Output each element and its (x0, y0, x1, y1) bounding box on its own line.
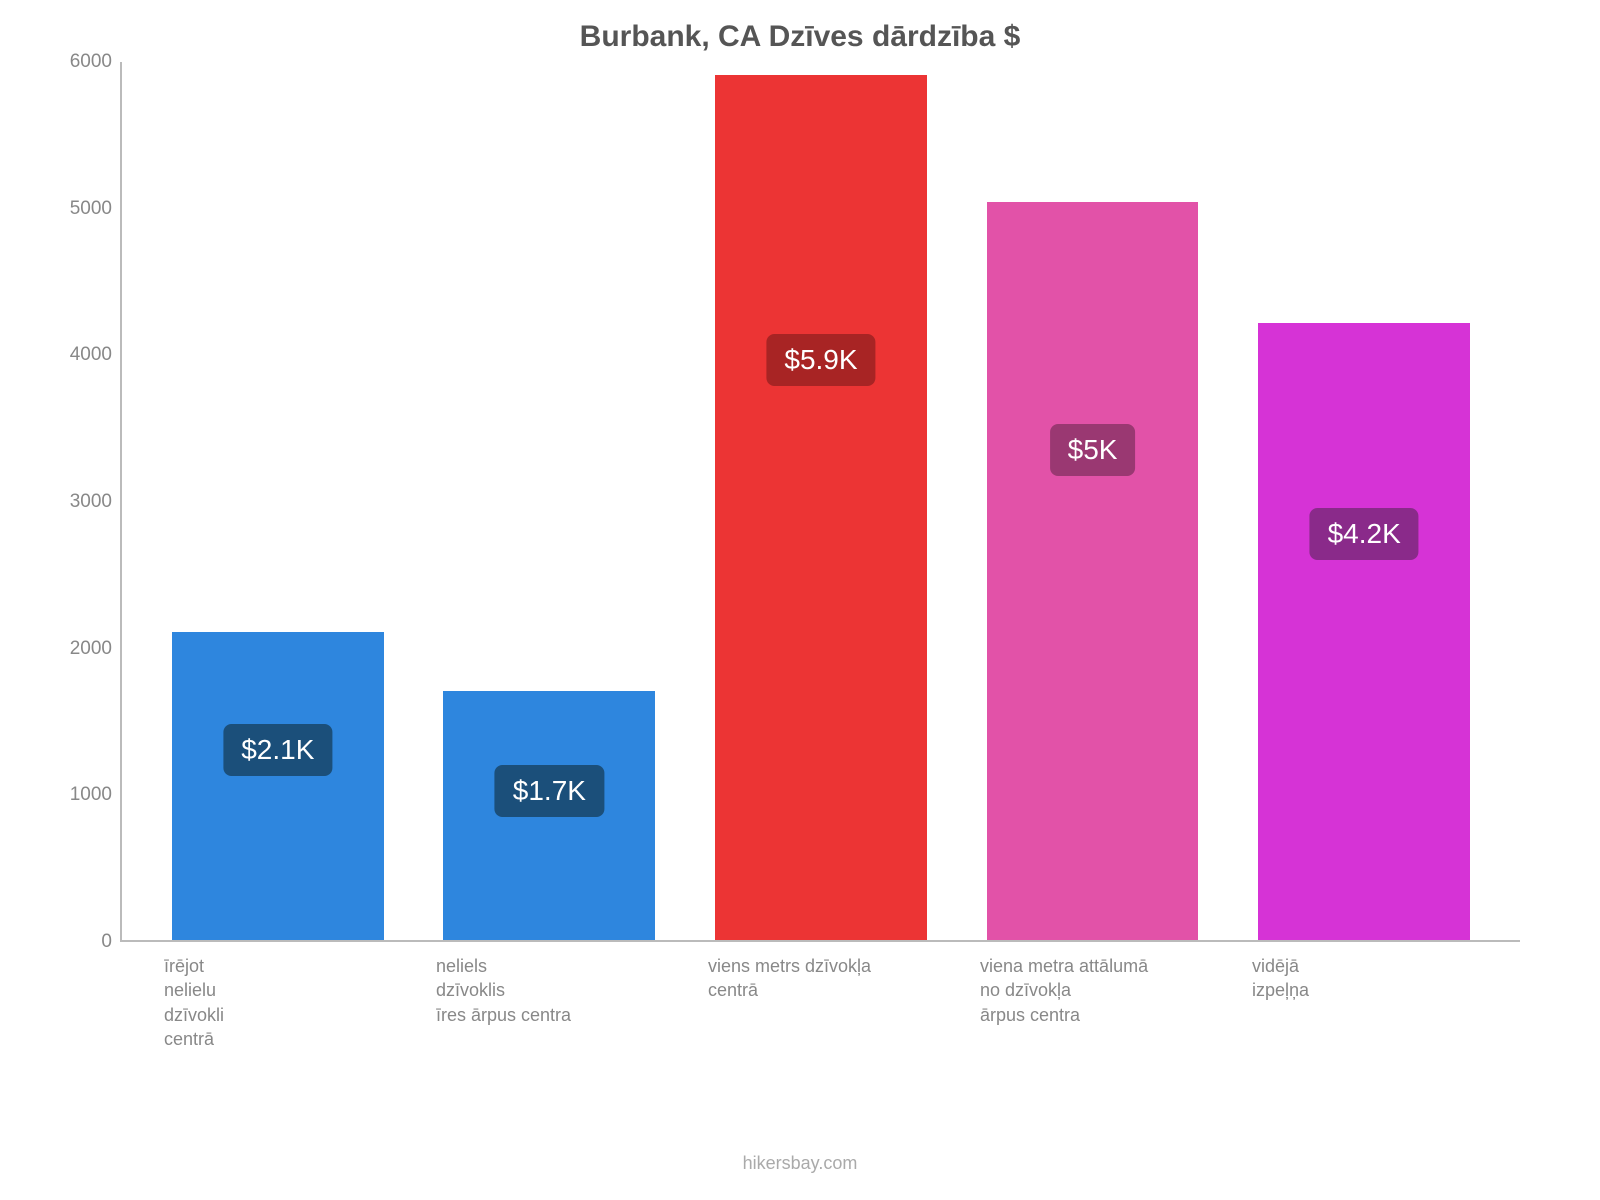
bar: $5.9K (715, 75, 927, 940)
chart-container: Burbank, CA Dzīves dārdzība $ $2.1K $1.7K… (0, 0, 1600, 1200)
bar-value-label: $4.2K (1310, 508, 1419, 560)
bar-slot: $4.2K (1228, 62, 1500, 940)
bar-value-label: $2.1K (223, 724, 332, 776)
y-tick-label: 0 (52, 931, 112, 953)
chart-title: Burbank, CA Dzīves dārdzība $ (40, 20, 1560, 54)
bars-region: $2.1K $1.7K $5.9K $5K $4.2K (122, 62, 1520, 940)
y-tick-label: 6000 (52, 51, 112, 73)
y-tick-label: 4000 (52, 344, 112, 366)
footer-text: hikersbay.com (0, 1153, 1600, 1174)
bar-slot: $5K (957, 62, 1229, 940)
x-axis-label: neliels dzīvoklis īres ārpus centra (412, 954, 684, 1051)
bar: $4.2K (1258, 323, 1470, 940)
x-axis-label: viena metra attālumā no dzīvokļa ārpus c… (956, 954, 1228, 1051)
plot-area: $2.1K$1.7K$5.9K$5K$4.2K 0100020003000400… (120, 62, 1520, 942)
x-axis-label: īrējot nelielu dzīvokli centrā (140, 954, 412, 1051)
bar-value-label: $5K (1050, 424, 1136, 476)
y-tick-label: 5000 (52, 198, 112, 220)
bar-value-label: $1.7K (495, 765, 604, 817)
y-tick-label: 1000 (52, 784, 112, 806)
bar: $1.7K (443, 691, 655, 940)
x-axis-label: viens metrs dzīvokļa centrā (684, 954, 956, 1051)
bar: $5K (987, 202, 1199, 940)
x-axis-labels: īrējot nelielu dzīvokli centrāneliels dz… (120, 942, 1520, 1051)
bar-slot: $1.7K (414, 62, 686, 940)
bar-slot: $2.1K (142, 62, 414, 940)
bar-value-label: $5.9K (766, 334, 875, 386)
y-tick-label: 3000 (52, 491, 112, 513)
y-tick-label: 2000 (52, 638, 112, 660)
bar-slot: $5.9K (685, 62, 957, 940)
bar: $2.1K (172, 632, 384, 940)
x-axis-label: vidējā izpeļņa (1228, 954, 1500, 1051)
